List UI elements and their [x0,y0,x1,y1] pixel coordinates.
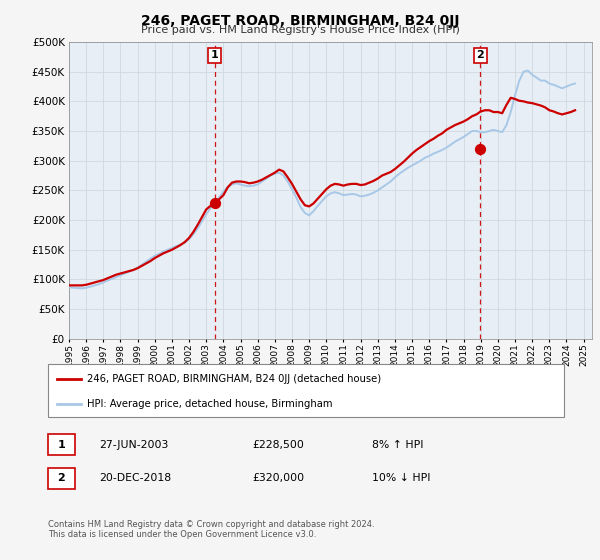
Text: HPI: Average price, detached house, Birmingham: HPI: Average price, detached house, Birm… [87,399,332,409]
Text: 246, PAGET ROAD, BIRMINGHAM, B24 0JJ: 246, PAGET ROAD, BIRMINGHAM, B24 0JJ [141,14,459,28]
Point [475,144,485,153]
Text: 27-JUN-2003: 27-JUN-2003 [99,440,169,450]
Text: 246, PAGET ROAD, BIRMINGHAM, B24 0JJ (detached house): 246, PAGET ROAD, BIRMINGHAM, B24 0JJ (de… [87,374,381,384]
Text: 20-DEC-2018: 20-DEC-2018 [99,473,171,483]
Text: 8% ↑ HPI: 8% ↑ HPI [372,440,424,450]
Bar [48,434,75,455]
Text: 1: 1 [58,440,65,450]
Text: 2: 2 [58,473,65,483]
Bar [48,364,564,417]
Text: 10% ↓ HPI: 10% ↓ HPI [372,473,431,483]
Text: 2: 2 [476,50,484,60]
Text: Contains HM Land Registry data © Crown copyright and database right 2024.
This d: Contains HM Land Registry data © Crown c… [48,520,374,539]
Bar [48,468,75,489]
Text: £320,000: £320,000 [252,473,304,483]
Text: 1: 1 [211,50,218,60]
Text: Price paid vs. HM Land Registry's House Price Index (HPI): Price paid vs. HM Land Registry's House … [140,25,460,35]
Point [210,199,220,208]
Text: £228,500: £228,500 [252,440,304,450]
